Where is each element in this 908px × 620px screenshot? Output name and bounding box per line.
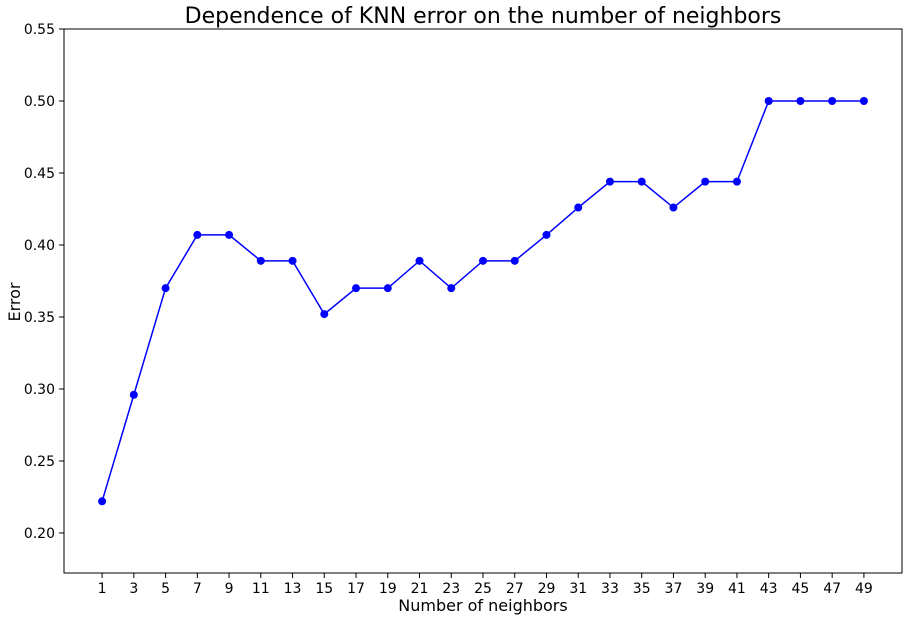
data-point: [320, 310, 329, 319]
y-tick-label: 0.30: [24, 382, 55, 398]
x-tick-label: 37: [665, 581, 683, 597]
series-line: [101, 100, 864, 502]
data-point: [669, 203, 678, 212]
data-point: [415, 256, 424, 265]
x-tick-label: 23: [442, 581, 460, 597]
x-tick-label: 15: [315, 581, 333, 597]
y-axis-label: Error: [5, 282, 24, 321]
data-point: [796, 96, 805, 105]
data-point: [479, 256, 487, 265]
x-tick-label: 31: [569, 581, 587, 597]
x-tick-label: 5: [161, 581, 170, 597]
x-tick-label: 7: [193, 581, 202, 597]
x-tick-label: 29: [538, 581, 556, 597]
x-tick-label: 27: [506, 581, 524, 597]
data-point: [256, 256, 265, 265]
y-tick-label: 0.40: [24, 238, 55, 254]
plot-area-frame: [63, 28, 903, 574]
x-tick-label: 43: [760, 581, 778, 597]
x-tick-label: 9: [225, 581, 234, 597]
x-tick-label: 33: [601, 581, 619, 597]
data-point: [637, 177, 646, 186]
data-point: [605, 177, 614, 186]
y-tick-label: 0.45: [24, 166, 55, 182]
x-tick-label: 19: [379, 581, 397, 597]
data-point: [288, 256, 297, 265]
x-tick-label: 25: [474, 581, 492, 597]
data-point: [225, 230, 234, 239]
x-axis-label: Number of neighbors: [398, 596, 567, 615]
y-tick-label: 0.35: [24, 310, 55, 326]
x-axis-ticks: 1 3 5 7 9 11 13 15 17 19 21 23 25 27 29 31 33 35 37 39 41 43 4…: [98, 573, 873, 597]
data-point: [98, 497, 107, 506]
x-tick-label: 1: [98, 581, 107, 597]
chart-title: Dependence of KNN error on the number of…: [185, 4, 782, 29]
x-tick-label: 47: [823, 581, 841, 597]
x-tick-label: 21: [411, 581, 429, 597]
y-tick-label: 0.50: [24, 94, 55, 110]
data-point: [732, 177, 741, 186]
data-point: [701, 177, 710, 186]
data-point: [352, 284, 361, 293]
data-point: [193, 230, 202, 239]
data-point: [574, 203, 583, 212]
data-point: [383, 284, 392, 293]
data-point: [764, 96, 773, 105]
series-layer: [98, 96, 868, 506]
x-tick-label: 17: [347, 581, 365, 597]
x-tick-label: 39: [696, 581, 714, 597]
x-tick-label: 3: [129, 581, 138, 597]
x-tick-label: 49: [855, 581, 873, 597]
data-point: [828, 96, 837, 105]
y-tick-label: 0.25: [24, 454, 55, 470]
y-axis-ticks: 0.20 0.25 0.30 0.35 0.40 0.45 0.50 0.55: [24, 22, 64, 542]
data-point: [129, 390, 138, 399]
data-point: [542, 230, 551, 239]
x-tick-label: 13: [284, 581, 302, 597]
data-point: [510, 256, 519, 265]
y-tick-label: 0.20: [24, 526, 55, 542]
data-point: [859, 96, 868, 105]
x-tick-label: 45: [792, 581, 810, 597]
x-tick-label: 11: [252, 581, 270, 597]
x-tick-label: 41: [728, 581, 746, 597]
x-tick-label: 35: [633, 581, 651, 597]
y-tick-label: 0.55: [24, 22, 55, 38]
data-point: [447, 284, 456, 293]
data-point: [161, 284, 170, 293]
